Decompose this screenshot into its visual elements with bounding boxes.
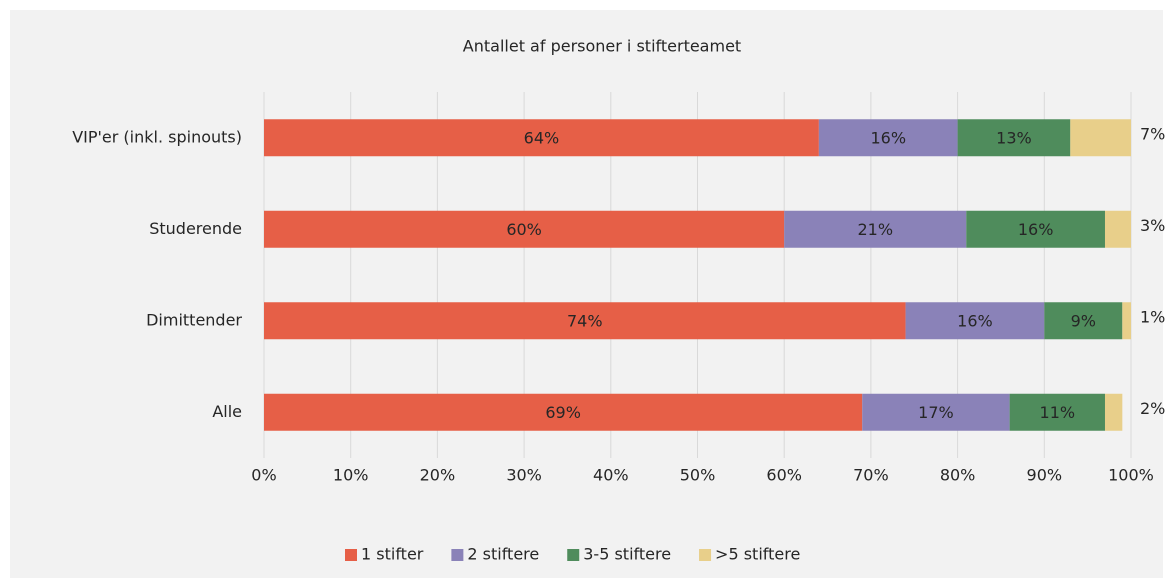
bar-segment bbox=[264, 119, 819, 157]
bar-segment bbox=[264, 210, 785, 248]
data-label: 3% bbox=[1140, 216, 1165, 235]
data-label: 16% bbox=[870, 128, 906, 147]
x-tick-label: 0% bbox=[251, 466, 276, 485]
chart-background bbox=[10, 10, 1163, 578]
data-label: 17% bbox=[918, 403, 954, 422]
legend-label: >5 stiftere bbox=[715, 545, 800, 564]
bar-segment bbox=[264, 302, 906, 340]
bar-segment bbox=[957, 119, 1071, 157]
data-label: 64% bbox=[524, 128, 560, 147]
data-label: 11% bbox=[1040, 403, 1076, 422]
data-label: 16% bbox=[1018, 220, 1054, 239]
data-label: 9% bbox=[1071, 311, 1096, 330]
bar-segment bbox=[784, 210, 967, 248]
bar-segment bbox=[264, 393, 863, 431]
bar-segment bbox=[1070, 119, 1131, 157]
legend-swatch bbox=[567, 549, 580, 561]
bar-segment bbox=[905, 302, 1045, 340]
legend-swatch bbox=[451, 549, 464, 561]
data-label: 7% bbox=[1140, 124, 1165, 143]
data-label: 1% bbox=[1140, 307, 1165, 326]
x-tick-label: 60% bbox=[766, 466, 802, 485]
bar-segment bbox=[1122, 302, 1131, 340]
x-tick-label: 80% bbox=[940, 466, 976, 485]
data-label: 21% bbox=[857, 220, 893, 239]
data-label: 16% bbox=[957, 311, 993, 330]
x-tick-label: 30% bbox=[506, 466, 542, 485]
legend-swatch bbox=[699, 549, 712, 561]
y-tick-label: Studerende bbox=[149, 219, 242, 238]
bar-segment bbox=[1104, 210, 1131, 248]
x-tick-label: 20% bbox=[420, 466, 456, 485]
bar-segment bbox=[818, 119, 958, 157]
legend-label: 3-5 stiftere bbox=[583, 545, 671, 564]
bar-segment bbox=[1044, 302, 1123, 340]
data-label: 2% bbox=[1140, 399, 1165, 418]
data-label: 13% bbox=[996, 128, 1032, 147]
legend-label: 2 stiftere bbox=[467, 545, 539, 564]
data-label: 60% bbox=[506, 220, 542, 239]
x-tick-label: 50% bbox=[680, 466, 716, 485]
legend-swatch bbox=[345, 549, 357, 561]
x-tick-label: 40% bbox=[593, 466, 629, 485]
bar-segment bbox=[966, 210, 1105, 248]
data-label: 69% bbox=[545, 403, 581, 422]
x-tick-label: 100% bbox=[1108, 466, 1154, 485]
x-tick-label: 90% bbox=[1027, 466, 1063, 485]
bar-segment bbox=[862, 393, 1010, 431]
legend-label: 1 stifter bbox=[361, 545, 424, 564]
x-tick-label: 70% bbox=[853, 466, 889, 485]
bar-segment bbox=[1009, 393, 1105, 431]
chart-title: Antallet af personer i stifterteamet bbox=[463, 37, 741, 56]
bar-segment bbox=[1104, 393, 1123, 431]
x-tick-label: 10% bbox=[333, 466, 369, 485]
y-tick-label: Dimittender bbox=[146, 310, 242, 329]
y-tick-label: Alle bbox=[212, 402, 242, 421]
y-tick-label: VIP'er (inkl. spinouts) bbox=[72, 127, 242, 146]
data-label: 74% bbox=[567, 311, 603, 330]
